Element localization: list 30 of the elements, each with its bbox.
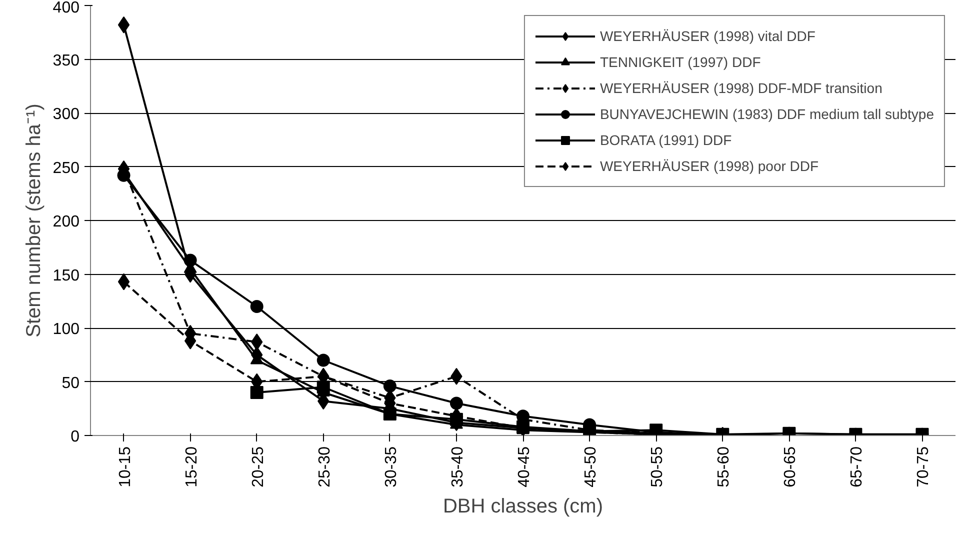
legend-label: WEYERHÄUSER (1998) vital DDF — [600, 28, 816, 44]
y-tick-label: 50 — [62, 374, 80, 392]
x-tick-label: 70-75 — [915, 446, 932, 488]
y-tick-label: 150 — [52, 267, 80, 284]
x-tick-label: 15-20 — [183, 446, 200, 488]
y-tick-label: 400 — [52, 0, 80, 16]
y-tick-label: 0 — [70, 428, 80, 446]
x-tick-label: 10-15 — [116, 446, 134, 488]
y-axis-title: Stem number (stems ha⁻¹) — [22, 104, 45, 338]
x-tick-label: 30-35 — [382, 446, 400, 488]
y-tick-label: 350 — [52, 52, 80, 70]
y-tick-label: 200 — [52, 214, 80, 230]
legend-label: BUNYAVEJCHEWIN (1983) DDF medium tall subtype — [600, 106, 934, 122]
legend-label: BORATA (1991) DDF — [600, 132, 732, 148]
x-tick-label: 45-50 — [582, 446, 600, 488]
x-tick-label: 40-45 — [516, 446, 533, 488]
legend-label: WEYERHÄUSER (1998) DDF-MDF transition — [600, 80, 882, 96]
y-tick-label: 300 — [52, 106, 80, 123]
x-tick-label: 60-65 — [782, 446, 800, 488]
x-tick-label: 50-55 — [649, 446, 666, 488]
legend-label: TENNIGKEIT (1997) DDF — [600, 54, 761, 70]
legend-label: WEYERHÄUSER (1998) poor DDF — [600, 158, 819, 174]
y-tick-label: 250 — [52, 160, 80, 177]
x-tick-label: 25-30 — [316, 446, 334, 488]
x-tick-label: 55-60 — [716, 446, 733, 488]
x-tick-label: 35-40 — [449, 446, 466, 488]
x-tick-label: 65-70 — [848, 446, 866, 488]
x-axis-title: DBH classes (cm) — [442, 495, 604, 518]
y-tick-label: 100 — [52, 321, 80, 338]
x-tick-label: 20-25 — [250, 446, 267, 488]
